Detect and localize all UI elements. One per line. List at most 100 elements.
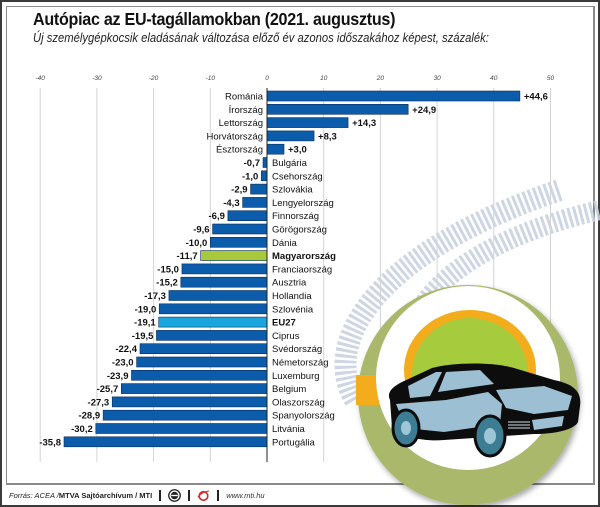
bar	[266, 104, 409, 115]
category-label: Lettország	[219, 118, 263, 129]
category-label: Németország	[272, 358, 329, 369]
value-label: -2,9	[231, 185, 247, 196]
value-label: -10,0	[186, 238, 208, 249]
bar	[261, 170, 268, 182]
category-label: Szlovákia	[272, 185, 313, 196]
value-label: -28,9	[78, 411, 100, 422]
bar	[266, 90, 521, 102]
footer: Forrás: ACEA / MTVA Sajtóarchívum / MTI …	[9, 487, 265, 503]
category-label: Észtország	[216, 145, 263, 156]
category-label: Finnország	[272, 211, 319, 222]
chart-title: Autópiac az EU-tagállamokban (2021. augu…	[33, 9, 396, 29]
car-badge-icon	[356, 285, 581, 505]
value-label: -19,0	[135, 304, 157, 315]
x-axis-ticks: -40 -30 -20 -10 0 10 20 30 40 50	[35, 75, 554, 82]
value-label: -23,0	[112, 358, 134, 369]
bar	[266, 117, 349, 128]
value-label: +3,0	[288, 145, 307, 156]
bar	[200, 250, 268, 261]
value-label: +44,6	[524, 92, 548, 103]
x-tick-label: 50	[547, 75, 555, 82]
bar	[131, 369, 268, 381]
mtva-logo-icon	[168, 488, 182, 502]
bar	[266, 130, 315, 142]
value-label: -6,9	[209, 211, 225, 222]
value-label: -35,8	[39, 437, 61, 448]
category-label: Luxemburg	[272, 371, 320, 382]
divider	[217, 489, 220, 501]
category-label: Bulgária	[272, 158, 308, 169]
value-label: -4,3	[223, 198, 239, 209]
value-label: -0,7	[244, 158, 260, 169]
wheel-hub	[484, 428, 496, 444]
bar	[181, 263, 268, 275]
bar	[168, 290, 268, 301]
value-label: -9,6	[193, 225, 209, 236]
car-grille	[508, 421, 530, 429]
bars	[63, 90, 521, 448]
wheel-hub	[401, 421, 411, 435]
value-label: -30,2	[71, 424, 93, 435]
bar	[242, 197, 268, 208]
value-label: -1,0	[242, 171, 258, 182]
value-label: -25,7	[97, 384, 119, 395]
x-tick-label: 40	[490, 75, 498, 82]
chart-subtitle: Új személygépkocsik eladásának változása…	[33, 31, 489, 45]
car-hood	[496, 386, 572, 414]
bar	[266, 143, 285, 155]
car-icon	[388, 363, 581, 458]
x-tick-label: 30	[433, 75, 441, 82]
bar	[111, 396, 268, 408]
category-label: Horvátország	[207, 131, 264, 142]
bar	[136, 356, 268, 368]
x-tick-label: -10	[206, 75, 216, 82]
x-tick-label: 10	[320, 75, 328, 82]
bar	[250, 183, 268, 195]
x-tick-label: -40	[35, 75, 45, 82]
bar	[158, 303, 268, 315]
category-label: Belgium	[272, 384, 306, 395]
value-label: -19,5	[132, 331, 154, 342]
category-label: Románia	[225, 92, 264, 103]
value-label: -19,1	[134, 318, 156, 329]
category-label: Franciaország	[272, 264, 332, 275]
value-labels: +44,6 +24,9 +14,3 +8,3 +3,0 -0,7 -1,0 -2,9 -4,3 -…	[39, 92, 548, 449]
category-label: Litvánia	[272, 424, 305, 435]
category-label: Lengyelország	[272, 198, 334, 209]
source-prefix: Forrás: ACEA /	[9, 490, 59, 500]
value-label: -27,3	[88, 397, 110, 408]
bar	[210, 237, 268, 248]
bar	[120, 383, 268, 394]
car-window	[438, 370, 494, 392]
value-label: -22,4	[115, 344, 137, 355]
bar	[227, 210, 268, 221]
category-label: EU27	[272, 318, 296, 329]
car-window	[408, 372, 442, 398]
category-label: Ausztria	[272, 278, 307, 289]
bar	[156, 330, 268, 341]
bar	[212, 223, 268, 235]
divider	[188, 489, 191, 501]
x-tick-label: 20	[376, 75, 385, 82]
value-label: +8,3	[318, 131, 337, 142]
bar	[95, 423, 268, 434]
car-side	[396, 392, 502, 432]
bar	[139, 343, 268, 355]
mti-logo-icon	[197, 489, 210, 501]
bar	[102, 409, 268, 421]
category-label: Hollandia	[272, 291, 312, 302]
category-labels: Románia Írország Lettország Horvátország Ész…	[207, 92, 337, 449]
category-label: Olaszország	[272, 397, 325, 408]
value-label: -11,7	[177, 251, 198, 262]
value-label: -15,0	[157, 264, 179, 275]
x-tick-label: -20	[149, 75, 159, 82]
bar	[63, 436, 268, 448]
category-label: Ciprus	[272, 331, 300, 342]
bar	[158, 316, 268, 328]
category-label: Svédország	[272, 344, 322, 355]
website-link[interactable]: www.mti.hu	[226, 490, 265, 500]
category-label: Dánia	[272, 238, 298, 249]
bar	[262, 157, 268, 168]
bar	[180, 276, 268, 288]
